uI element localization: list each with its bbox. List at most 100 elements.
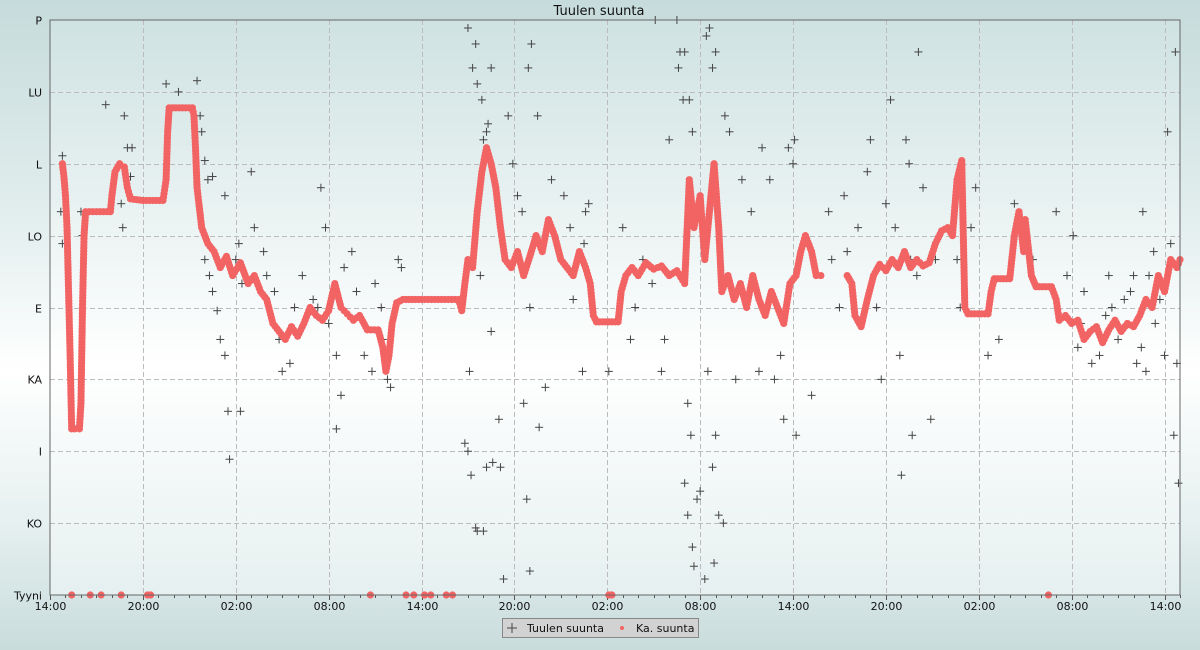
data-point-tuulen-suunta <box>1063 271 1071 280</box>
data-point-tuulen-suunta <box>225 455 234 464</box>
data-point-tuulen-suunta <box>919 183 928 192</box>
y-tick-label: KO <box>27 518 43 531</box>
data-point-tuulen-suunta <box>908 431 917 440</box>
x-tick-label: 08:00 <box>314 600 346 613</box>
data-point-tuulen-suunta <box>504 111 513 120</box>
legend-box <box>502 618 699 638</box>
data-point-tuulen-suunta <box>754 367 763 376</box>
x-tick-label: 08:00 <box>685 600 717 613</box>
data-point-tuulen-suunta <box>313 303 322 312</box>
data-point-tuulen-suunta <box>340 263 349 272</box>
y-tick-label: P <box>35 15 42 28</box>
data-point-tuulen-suunta <box>1080 287 1089 296</box>
data-point-tuulen-suunta <box>824 207 833 216</box>
x-tick-label: 20:00 <box>871 600 903 613</box>
data-point-tuulen-suunta <box>696 487 705 496</box>
x-tick-label: 20:00 <box>499 600 531 613</box>
data-point-tuulen-suunta <box>770 375 779 384</box>
data-point-tuulen-suunta <box>482 463 491 472</box>
data-point-tuulen-suunta <box>479 527 488 536</box>
data-point-tuulen-suunta <box>1138 207 1147 216</box>
data-point-tuulen-suunta <box>683 511 692 520</box>
data-point-tuulen-suunta <box>711 47 720 56</box>
data-point-tuulen-suunta <box>513 191 522 200</box>
data-point-tuulen-suunta <box>994 335 1003 344</box>
data-point-tuulen-suunta <box>496 463 505 472</box>
data-point-tuulen-suunta <box>765 175 774 184</box>
data-point-tuulen-suunta <box>747 207 756 216</box>
y-tick-label: E <box>35 303 42 316</box>
data-point-tuulen-suunta <box>394 255 403 264</box>
data-point-tuulen-suunta <box>321 223 330 232</box>
legend: Tuulen suunta Ka. suunta <box>502 618 699 638</box>
data-point-tuulen-suunta <box>566 223 575 232</box>
data-point-tuulen-suunta <box>559 191 568 200</box>
data-point-tuulen-suunta <box>648 279 657 288</box>
data-point-tuulen-suunta <box>525 567 534 576</box>
data-point-tuulen-suunta <box>710 559 719 568</box>
data-point-tuulen-suunta <box>479 135 488 144</box>
data-point-tuulen-suunta <box>360 351 369 360</box>
data-point-tuulen-suunta <box>881 199 890 208</box>
plot-area <box>50 20 1180 595</box>
data-point-tuulen-suunta <box>1169 431 1178 440</box>
data-point-tuulen-suunta <box>468 63 477 72</box>
data-point-tuulen-suunta <box>912 271 921 280</box>
data-point-tuulen-suunta <box>631 303 640 312</box>
data-point-tuulen-suunta <box>231 255 240 264</box>
x-tick-label: 20:00 <box>128 600 160 613</box>
data-point-tuulen-suunta <box>316 183 325 192</box>
data-point-tuulen-suunta <box>488 458 497 467</box>
data-point-tuulen-suunta <box>386 383 395 392</box>
x-tick-label: 02:00 <box>221 600 253 613</box>
data-point-tuulen-suunta <box>337 391 346 400</box>
data-point-tuulen-suunta <box>197 127 206 136</box>
data-point-tuulen-suunta <box>784 143 793 152</box>
data-point-tuulen-suunta <box>1171 47 1180 56</box>
data-point-tuulen-suunta <box>397 263 406 272</box>
data-point-tuulen-suunta <box>680 47 689 56</box>
data-point-tuulen-suunta <box>1073 343 1082 352</box>
data-point-tuulen-suunta <box>657 367 666 376</box>
data-point-tuulen-suunta <box>200 156 209 165</box>
data-point-tuulen-suunta <box>840 191 849 200</box>
y-tick-label: KA <box>27 374 42 387</box>
data-point-tuulen-suunta <box>162 79 171 88</box>
data-point-tuulen-suunta <box>524 63 533 72</box>
data-point-tuulen-suunta <box>700 575 709 584</box>
data-point-tuulen-suunta <box>683 399 692 408</box>
data-point-tuulen-suunta <box>827 255 836 264</box>
y-tick-label: LO <box>28 231 43 244</box>
data-point-tuulen-suunta <box>1126 287 1135 296</box>
data-point-tuulen-suunta <box>383 375 392 384</box>
data-point-tuulen-suunta <box>499 575 508 584</box>
data-point-tuulen-suunta <box>711 431 720 440</box>
grid <box>50 20 1180 595</box>
data-point-tuulen-suunta <box>1120 295 1129 304</box>
data-point-tuulen-suunta <box>863 167 872 176</box>
data-point-tuulen-suunta <box>518 207 527 216</box>
x-tick-label: 14:00 <box>1150 600 1182 613</box>
legend-label-tuulen-suunta: Tuulen suunta <box>526 622 604 635</box>
chart-title: Tuulen suunta <box>553 4 645 19</box>
data-point-tuulen-suunta <box>220 351 229 360</box>
data-point-tuulen-suunta <box>58 151 67 160</box>
data-point-tuulen-suunta <box>332 424 341 433</box>
data-point-tuulen-suunta <box>527 39 536 48</box>
data-point-tuulen-suunta <box>460 439 469 448</box>
series-ka-suunta <box>58 104 1184 599</box>
data-point-tuulen-suunta <box>250 223 259 232</box>
data-point-tuulen-suunta <box>680 479 689 488</box>
data-point-tuulen-suunta <box>1149 247 1158 256</box>
data-point-tuulen-suunta <box>1129 271 1138 280</box>
data-point-tuulen-suunta <box>205 271 214 280</box>
data-point-tuulen-suunta <box>914 47 923 56</box>
data-point-tuulen-suunta <box>854 223 863 232</box>
data-point-tuulen-suunta <box>463 447 472 456</box>
data-point-tuulen-suunta <box>1163 127 1172 136</box>
data-point-tuulen-suunta <box>702 31 711 40</box>
data-point-tuulen-suunta <box>1114 335 1123 344</box>
data-point-tuulen-suunta <box>1087 359 1096 368</box>
data-point-tuulen-suunta <box>508 159 517 168</box>
data-point-tuulen-suunta <box>580 239 589 248</box>
